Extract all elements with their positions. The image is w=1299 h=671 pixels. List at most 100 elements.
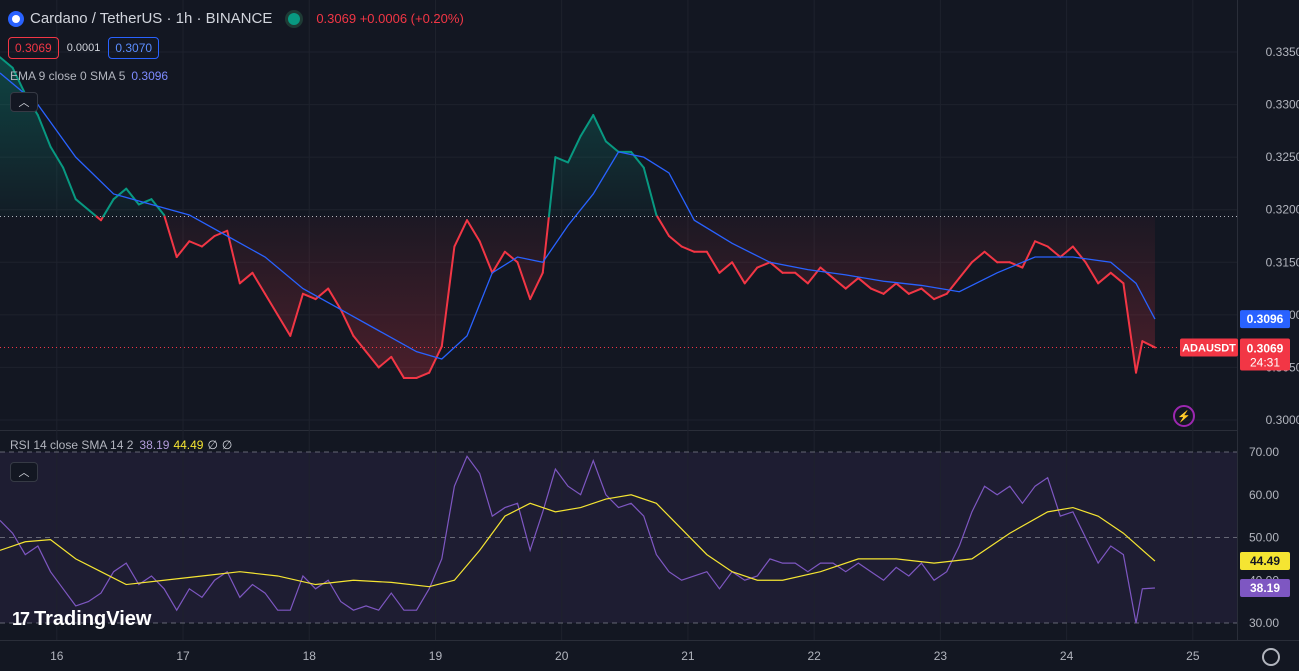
x-tick-label: 19: [429, 649, 443, 663]
price-line-segment: [667, 235, 683, 248]
rsi-legend-label: RSI 14 close SMA 14 2: [10, 438, 134, 452]
price-line-segment: [541, 215, 550, 274]
ema-legend[interactable]: EMA 9 close 0 SMA 5 0.3096: [10, 69, 168, 83]
price-line-segment: [390, 355, 405, 379]
rsi-sma-tag-bg: [1240, 552, 1290, 571]
price-axis-border: [1237, 0, 1238, 640]
symbol-title[interactable]: Cardano / TetherUS · 1h · BINANCE: [30, 10, 273, 27]
price-line-segment: [491, 250, 506, 274]
buy-button[interactable]: 0.3070: [108, 37, 160, 59]
rsi-tick-label: 50.00: [1249, 531, 1279, 545]
rsi-sma-line: [0, 494, 1156, 588]
price-line-segment: [768, 261, 784, 274]
x-tick-label: 22: [807, 649, 821, 663]
x-tick-label: 23: [934, 649, 948, 663]
price-line-segment: [882, 282, 898, 295]
price-line-segment: [705, 250, 721, 274]
price-line-segment: [163, 215, 178, 259]
price-line-segment: [289, 292, 304, 337]
price-line-segment: [175, 240, 191, 259]
price-line-segment: [1034, 240, 1049, 248]
price-tick-label: 0.3000: [1266, 413, 1299, 427]
price-line-segment: [656, 215, 670, 237]
price-area-below-baseline: [96, 216, 1155, 378]
price-line-segment: [933, 292, 948, 301]
price-line-segment: [352, 334, 368, 353]
price-line-segment: [547, 156, 557, 218]
price-change-quote: 0.3069 +0.0006 (+0.20%): [316, 11, 464, 26]
x-tick-label: 18: [303, 649, 317, 663]
price-line-segment: [87, 208, 98, 218]
price-line-segment: [1122, 282, 1138, 374]
ema-line: [0, 72, 1156, 360]
last-price-tag: 0.3069: [1247, 341, 1284, 355]
price-line-segment: [794, 271, 809, 285]
price-line-segment: [137, 198, 153, 206]
rsi-sma-tag: 44.49: [1250, 554, 1280, 568]
price-tick-label: 0.3350: [1266, 45, 1299, 59]
rsi-value-tag-bg: [1240, 578, 1290, 597]
collapse-rsi-button[interactable]: ︿: [10, 462, 38, 482]
ema-legend-label: EMA 9 close 0 SMA 5: [10, 69, 126, 83]
price-line-segment: [125, 187, 140, 206]
collapse-indicators-button[interactable]: ︿: [10, 92, 38, 112]
chevron-up-icon: ︿: [18, 467, 30, 479]
price-line-segment: [604, 140, 620, 153]
price-line-segment: [529, 271, 544, 301]
rsi-band-background: [0, 452, 1237, 623]
rsi-tick-label: 30.00: [1249, 616, 1279, 630]
price-line-segment: [945, 277, 961, 295]
price-line-segment: [11, 66, 27, 96]
price-line-segment: [958, 261, 973, 280]
price-line-segment: [592, 114, 607, 143]
chevron-up-icon: ︿: [18, 97, 30, 109]
price-line-segment: [0, 56, 14, 69]
price-line-segment: [112, 187, 128, 201]
price-line-segment: [731, 261, 746, 285]
price-line-segment: [503, 250, 519, 264]
rsi-tick-label: 60.00: [1249, 488, 1279, 502]
gear-icon[interactable]: [1262, 648, 1280, 666]
price-line-segment: [844, 277, 860, 290]
pane-separator: [0, 430, 1237, 431]
price-line-segment: [743, 266, 759, 285]
x-tick-label: 25: [1186, 649, 1200, 663]
lightning-icon[interactable]: ⚡: [1173, 405, 1195, 427]
chart-header: Cardano / TetherUS · 1h · BINANCE 0.3069…: [8, 10, 464, 27]
price-line-segment: [920, 287, 936, 301]
symbol-tag: ADAUSDT: [1182, 342, 1236, 354]
price-line-segment: [200, 235, 216, 248]
price-line-segment: [327, 287, 342, 311]
rsi-null-value-2: ∅: [221, 438, 233, 452]
price-line-segment: [806, 266, 822, 285]
price-line-segment: [579, 114, 595, 138]
price-line-segment: [869, 287, 885, 295]
price-line-segment: [718, 261, 734, 274]
price-line-segment: [554, 156, 570, 164]
bar-countdown: 24:31: [1250, 355, 1280, 369]
last-price-tag-bg: [1240, 338, 1290, 371]
price-line-segment: [1046, 245, 1062, 259]
rsi-legend[interactable]: RSI 14 close SMA 14 2 38.19 44.49 ∅ ∅: [10, 438, 232, 452]
price-line-segment: [857, 277, 872, 290]
tradingview-logo[interactable]: 17 TradingView: [12, 608, 151, 631]
price-line-segment: [74, 198, 90, 211]
rsi-sma-legend-value: 44.49: [173, 438, 204, 452]
price-line-segment: [970, 250, 986, 264]
price-line-segment: [238, 271, 254, 285]
price-line-segment: [1071, 245, 1087, 264]
ema-price-tag-bg: [1240, 310, 1290, 329]
price-line-segment: [440, 245, 456, 348]
price-line-segment: [377, 355, 393, 369]
price-line-segment: [1141, 340, 1156, 349]
sell-button[interactable]: 0.3069: [8, 37, 59, 59]
price-line-segment: [251, 271, 267, 295]
price-line-segment: [188, 240, 203, 248]
cardano-logo-icon: [8, 10, 24, 27]
price-line-segment: [1135, 340, 1144, 374]
price-line-segment: [365, 350, 380, 369]
price-tick-label: 0.3150: [1266, 255, 1299, 269]
price-line-segment: [102, 198, 115, 218]
price-line-segment: [466, 219, 481, 243]
